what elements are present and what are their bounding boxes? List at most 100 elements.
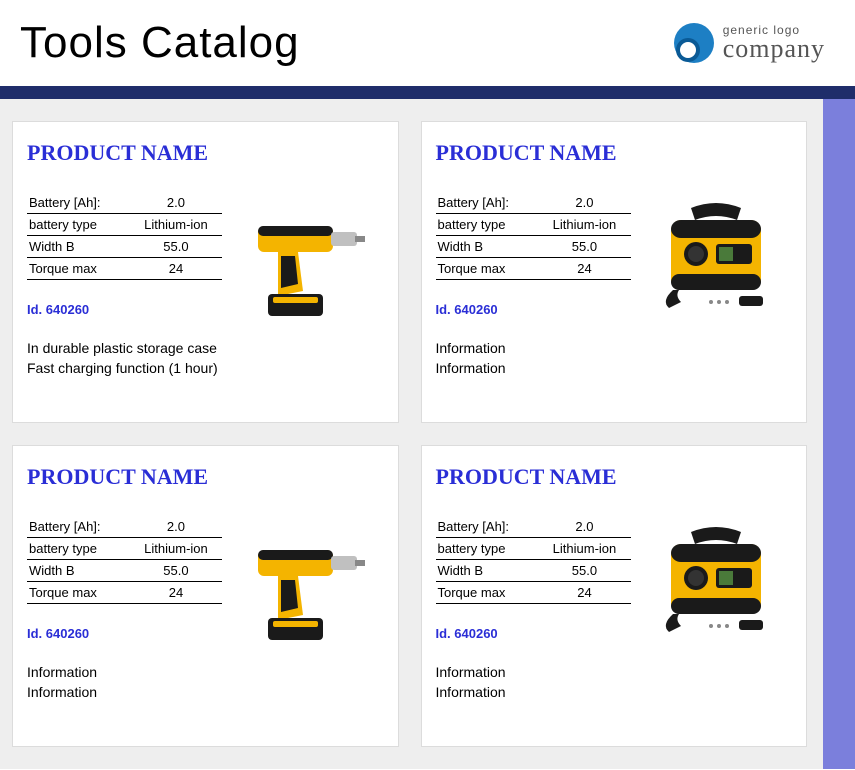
product-info: InformationInformation	[436, 339, 631, 378]
side-strip	[823, 99, 855, 769]
table-row: Torque max24	[436, 258, 631, 280]
specs-block: Battery [Ah]:2.0battery typeLithium-ionW…	[27, 516, 222, 702]
spec-value: Lithium-ion	[538, 538, 630, 560]
table-row: Battery [Ah]:2.0	[27, 516, 222, 538]
info-line: Fast charging function (1 hour)	[27, 359, 222, 379]
product-id: Id. 640260	[436, 626, 631, 641]
product-image	[641, 516, 793, 702]
product-image	[232, 192, 384, 378]
product-grid: PRODUCT NAMEBattery [Ah]:2.0battery type…	[0, 99, 823, 769]
card-body: Battery [Ah]:2.0battery typeLithium-ionW…	[436, 516, 793, 702]
welder-icon	[651, 520, 781, 650]
spec-value: 2.0	[130, 516, 222, 538]
spec-label: Torque max	[436, 258, 539, 280]
spec-table: Battery [Ah]:2.0battery typeLithium-ionW…	[27, 516, 222, 604]
product-card: PRODUCT NAME Battery [Ah]:2.0battery type…	[12, 121, 399, 423]
product-info: InformationInformation	[27, 663, 222, 702]
spec-label: Torque max	[436, 582, 539, 604]
spec-label: Battery [Ah]:	[27, 516, 130, 538]
header: Tools Catalog generic logo company	[0, 0, 855, 86]
logo-icon	[671, 20, 717, 66]
spec-value: 2.0	[538, 192, 630, 214]
header-bar	[0, 86, 855, 99]
specs-block: Battery [Ah]:2.0battery typeLithium-ionW…	[436, 192, 631, 378]
table-row: Width B55.0	[27, 560, 222, 582]
spec-label: Battery [Ah]:	[27, 192, 130, 214]
table-row: Width B55.0	[27, 236, 222, 258]
info-line: Information	[27, 663, 222, 683]
product-id: Id. 640260	[436, 302, 631, 317]
spec-label: battery type	[27, 214, 130, 236]
table-row: Width B55.0	[436, 236, 631, 258]
drill-icon	[243, 196, 373, 326]
company-logo: generic logo company	[671, 20, 825, 66]
table-row: Battery [Ah]:2.0	[436, 516, 631, 538]
product-name: PRODUCT NAME	[27, 140, 384, 166]
spec-label: battery type	[436, 214, 539, 236]
product-id: Id. 640260	[27, 302, 222, 317]
spec-label: battery type	[27, 538, 130, 560]
spec-value: 24	[538, 582, 630, 604]
product-card: PRODUCT NAME Battery [Ah]:2.0battery type…	[421, 445, 808, 747]
spec-label: Width B	[436, 560, 539, 582]
specs-block: Battery [Ah]:2.0battery typeLithium-ionW…	[27, 192, 222, 378]
table-row: Width B55.0	[436, 560, 631, 582]
table-row: battery typeLithium-ion	[27, 214, 222, 236]
spec-table: Battery [Ah]:2.0battery typeLithium-ionW…	[27, 192, 222, 280]
product-image	[232, 516, 384, 702]
spec-label: Torque max	[27, 258, 130, 280]
spec-label: Width B	[27, 236, 130, 258]
spec-table: Battery [Ah]:2.0battery typeLithium-ionW…	[436, 192, 631, 280]
spec-label: Width B	[27, 560, 130, 582]
product-name: PRODUCT NAME	[27, 464, 384, 490]
table-row: battery typeLithium-ion	[436, 538, 631, 560]
table-row: Battery [Ah]:2.0	[436, 192, 631, 214]
table-row: Torque max24	[27, 582, 222, 604]
table-row: battery typeLithium-ion	[436, 214, 631, 236]
table-row: Battery [Ah]:2.0	[27, 192, 222, 214]
product-card: PRODUCT NAME Battery [Ah]:2.0battery type…	[421, 121, 808, 423]
logo-text-bottom: company	[723, 36, 825, 62]
product-id: Id. 640260	[27, 626, 222, 641]
info-line: Information	[436, 339, 631, 359]
spec-label: Battery [Ah]:	[436, 516, 539, 538]
card-body: Battery [Ah]:2.0battery typeLithium-ionW…	[27, 192, 384, 378]
page-title: Tools Catalog	[20, 18, 300, 68]
table-row: battery typeLithium-ion	[27, 538, 222, 560]
spec-value: 55.0	[130, 236, 222, 258]
spec-label: Torque max	[27, 582, 130, 604]
spec-value: Lithium-ion	[130, 538, 222, 560]
info-line: Information	[436, 663, 631, 683]
welder-icon	[651, 196, 781, 326]
table-row: Torque max24	[436, 582, 631, 604]
spec-label: battery type	[436, 538, 539, 560]
table-row: Torque max24	[27, 258, 222, 280]
card-body: Battery [Ah]:2.0battery typeLithium-ionW…	[436, 192, 793, 378]
content-area: PRODUCT NAMEBattery [Ah]:2.0battery type…	[0, 99, 855, 769]
info-line: In durable plastic storage case	[27, 339, 222, 359]
product-image	[641, 192, 793, 378]
product-name: PRODUCT NAME	[436, 464, 793, 490]
product-info: In durable plastic storage caseFast char…	[27, 339, 222, 378]
spec-label: Battery [Ah]:	[436, 192, 539, 214]
product-info: InformationInformation	[436, 663, 631, 702]
spec-table: Battery [Ah]:2.0battery typeLithium-ionW…	[436, 516, 631, 604]
drill-icon	[243, 520, 373, 650]
spec-value: 24	[538, 258, 630, 280]
product-card: PRODUCT NAME Battery [Ah]:2.0battery type…	[12, 445, 399, 747]
product-name: PRODUCT NAME	[436, 140, 793, 166]
spec-value: Lithium-ion	[130, 214, 222, 236]
spec-value: 24	[130, 582, 222, 604]
card-body: Battery [Ah]:2.0battery typeLithium-ionW…	[27, 516, 384, 702]
spec-value: 2.0	[538, 516, 630, 538]
spec-label: Width B	[436, 236, 539, 258]
spec-value: 2.0	[130, 192, 222, 214]
spec-value: Lithium-ion	[538, 214, 630, 236]
spec-value: 55.0	[538, 560, 630, 582]
info-line: Information	[436, 359, 631, 379]
spec-value: 24	[130, 258, 222, 280]
spec-value: 55.0	[538, 236, 630, 258]
info-line: Information	[27, 683, 222, 703]
specs-block: Battery [Ah]:2.0battery typeLithium-ionW…	[436, 516, 631, 702]
info-line: Information	[436, 683, 631, 703]
